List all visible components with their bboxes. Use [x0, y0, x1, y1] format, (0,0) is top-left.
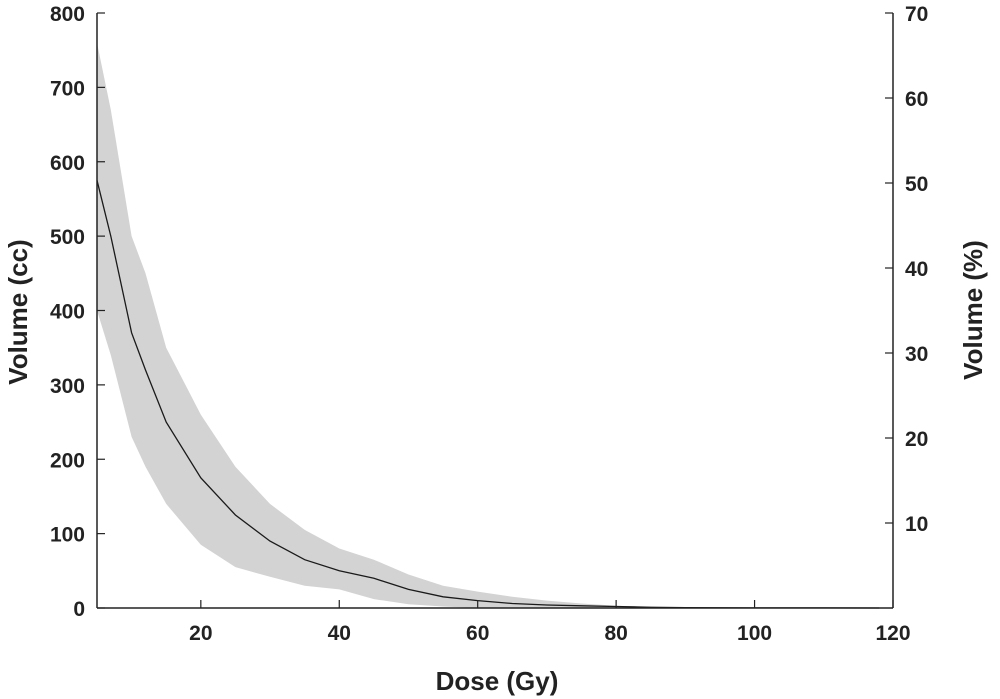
y2-axis-title: Volume (%) [958, 240, 988, 380]
ticks-layer: 20 40 60 80 100 120 0 100 200 300 400 500 600 700 800 1… [50, 3, 928, 645]
y2-tick-label: 60 [905, 88, 928, 111]
y2-tick-label: 10 [905, 513, 928, 536]
y-axis-title: Volume (cc) [3, 239, 33, 384]
x-axis-title: Dose (Gy) [436, 666, 559, 696]
y-tick-label: 700 [50, 77, 85, 100]
variance-band [97, 42, 880, 609]
x-tick-label: 20 [189, 622, 212, 645]
variance-band-layer [97, 42, 880, 609]
y-tick-label: 300 [50, 375, 85, 398]
x-tick-label: 100 [737, 622, 772, 645]
y2-tick-label: 70 [905, 3, 928, 26]
y2-tick-label: 30 [905, 343, 928, 366]
y-tick-label: 800 [50, 3, 85, 26]
y2-tick-label: 20 [905, 428, 928, 451]
x-tick-label: 80 [604, 622, 627, 645]
y-tick-label: 400 [50, 301, 85, 324]
y-tick-label: 0 [73, 598, 85, 621]
y-tick-label: 100 [50, 524, 85, 547]
y2-tick-label: 50 [905, 173, 928, 196]
y-tick-label: 500 [50, 226, 85, 249]
y-tick-label: 200 [50, 449, 85, 472]
x-tick-label: 40 [328, 622, 351, 645]
y-tick-label: 600 [50, 152, 85, 175]
x-tick-label: 120 [875, 622, 910, 645]
x-tick-label: 60 [466, 622, 489, 645]
y2-tick-label: 40 [905, 258, 928, 281]
